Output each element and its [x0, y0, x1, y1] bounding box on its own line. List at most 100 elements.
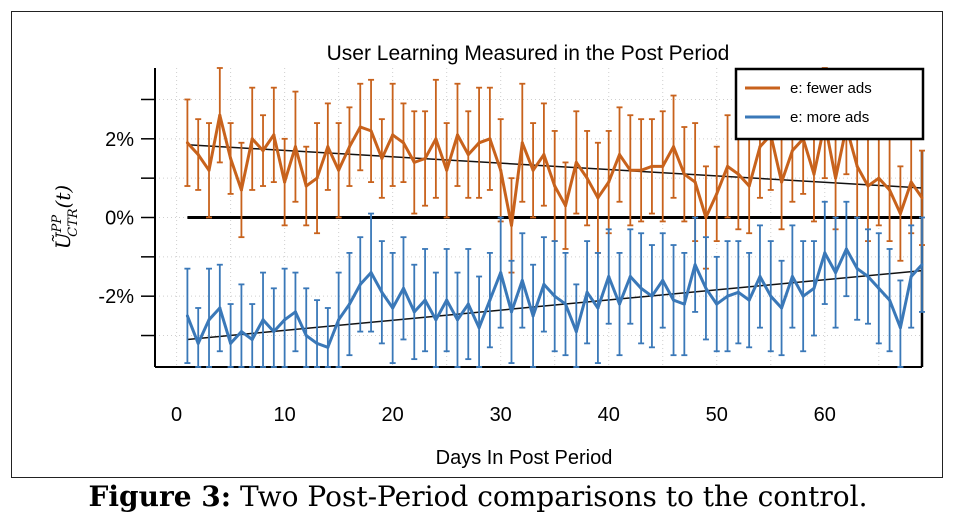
data-point-fewer-ads — [866, 184, 870, 188]
data-point-more-ads — [326, 345, 330, 349]
data-point-more-ads — [542, 282, 546, 286]
data-point-more-ads — [618, 302, 622, 306]
data-point-fewer-ads — [326, 145, 330, 149]
data-point-fewer-ads — [693, 180, 697, 184]
legend-box — [734, 67, 925, 141]
data-point-more-ads — [639, 286, 643, 290]
data-point-more-ads — [207, 318, 211, 322]
data-point-fewer-ads — [618, 153, 622, 157]
x-tick-labels: 0 10 20 30 40 50 60 — [171, 404, 836, 426]
data-point-more-ads — [650, 294, 654, 298]
data-point-more-ads — [855, 267, 859, 271]
data-point-more-ads — [499, 271, 503, 275]
data-point-more-ads — [553, 294, 557, 298]
data-point-more-ads — [455, 318, 459, 322]
data-point-fewer-ads — [596, 196, 600, 200]
data-point-fewer-ads — [726, 164, 730, 168]
data-point-fewer-ads — [369, 129, 373, 133]
y-axis-label: ŨPPCTR(t) — [50, 185, 81, 249]
data-point-more-ads — [434, 318, 438, 322]
data-point-fewer-ads — [423, 156, 427, 160]
data-point-fewer-ads — [888, 188, 892, 192]
data-point-fewer-ads — [509, 223, 513, 227]
data-point-fewer-ads — [715, 192, 719, 196]
data-point-fewer-ads — [466, 153, 470, 157]
data-point-fewer-ads — [736, 172, 740, 176]
x-tick-label: 50 — [706, 404, 728, 426]
data-point-fewer-ads — [304, 184, 308, 188]
figure-caption: Figure 3: Two Post-Period comparisons to… — [0, 480, 956, 513]
data-point-more-ads — [769, 294, 773, 298]
data-point-more-ads — [369, 271, 373, 275]
data-point-fewer-ads — [337, 168, 341, 172]
data-point-fewer-ads — [358, 125, 362, 129]
data-point-fewer-ads — [250, 137, 254, 141]
legend: e: fewer ads e: more ads — [734, 67, 925, 141]
data-point-fewer-ads — [553, 184, 557, 188]
data-point-fewer-ads — [283, 180, 287, 184]
data-point-more-ads — [661, 278, 665, 282]
data-point-fewer-ads — [401, 141, 405, 145]
data-point-more-ads — [466, 302, 470, 306]
data-point-fewer-ads — [445, 168, 449, 172]
data-point-more-ads — [412, 310, 416, 314]
data-point-more-ads — [920, 263, 924, 267]
data-point-more-ads — [758, 275, 762, 279]
data-point-more-ads — [747, 298, 751, 302]
chart: User Learning Measured in the Post Perio… — [50, 42, 925, 469]
y-tick-label: -2% — [98, 286, 134, 308]
data-point-more-ads — [844, 247, 848, 251]
legend-label-fewer-ads: e: fewer ads — [790, 80, 872, 97]
data-point-more-ads — [726, 294, 730, 298]
data-point-fewer-ads — [207, 168, 211, 172]
data-point-more-ads — [477, 326, 481, 330]
data-point-more-ads — [380, 290, 384, 294]
data-point-fewer-ads — [650, 164, 654, 168]
data-point-fewer-ads — [607, 180, 611, 184]
data-point-more-ads — [391, 306, 395, 310]
data-point-more-ads — [218, 306, 222, 310]
data-point-fewer-ads — [477, 141, 481, 145]
data-point-more-ads — [293, 310, 297, 314]
data-point-fewer-ads — [347, 145, 351, 149]
x-tick-label: 0 — [171, 404, 182, 426]
data-point-more-ads — [812, 286, 816, 290]
data-point-more-ads — [790, 275, 794, 279]
data-point-more-ads — [888, 298, 892, 302]
data-point-more-ads — [488, 298, 492, 302]
data-point-fewer-ads — [380, 156, 384, 160]
data-point-more-ads — [185, 314, 189, 318]
data-point-more-ads — [801, 294, 805, 298]
data-point-fewer-ads — [661, 164, 665, 168]
data-point-fewer-ads — [628, 168, 632, 172]
data-point-fewer-ads — [920, 196, 924, 200]
data-point-fewer-ads — [585, 176, 589, 180]
data-point-fewer-ads — [542, 153, 546, 157]
data-point-fewer-ads — [898, 212, 902, 216]
data-point-more-ads — [877, 286, 881, 290]
data-point-more-ads — [682, 302, 686, 306]
data-point-more-ads — [250, 337, 254, 341]
y-tick-label: 0% — [105, 208, 134, 230]
data-point-more-ads — [866, 275, 870, 279]
data-point-more-ads — [401, 286, 405, 290]
data-point-more-ads — [304, 334, 308, 338]
data-point-more-ads — [736, 290, 740, 294]
data-point-fewer-ads — [564, 204, 568, 208]
y-tick-label: 2% — [105, 129, 134, 151]
caption-label: Figure 3: — [88, 480, 232, 513]
data-point-more-ads — [315, 341, 319, 345]
data-point-more-ads — [509, 310, 513, 314]
data-point-fewer-ads — [574, 160, 578, 164]
data-point-fewer-ads — [747, 184, 751, 188]
data-point-more-ads — [898, 326, 902, 330]
data-point-more-ads — [585, 290, 589, 294]
y-axis-label-sup: PP — [50, 215, 65, 234]
data-point-more-ads — [823, 251, 827, 255]
data-point-more-ads — [780, 306, 784, 310]
data-point-more-ads — [261, 318, 265, 322]
data-point-fewer-ads — [239, 188, 243, 192]
data-point-fewer-ads — [455, 133, 459, 137]
data-point-more-ads — [834, 271, 838, 275]
data-point-fewer-ads — [499, 168, 503, 172]
